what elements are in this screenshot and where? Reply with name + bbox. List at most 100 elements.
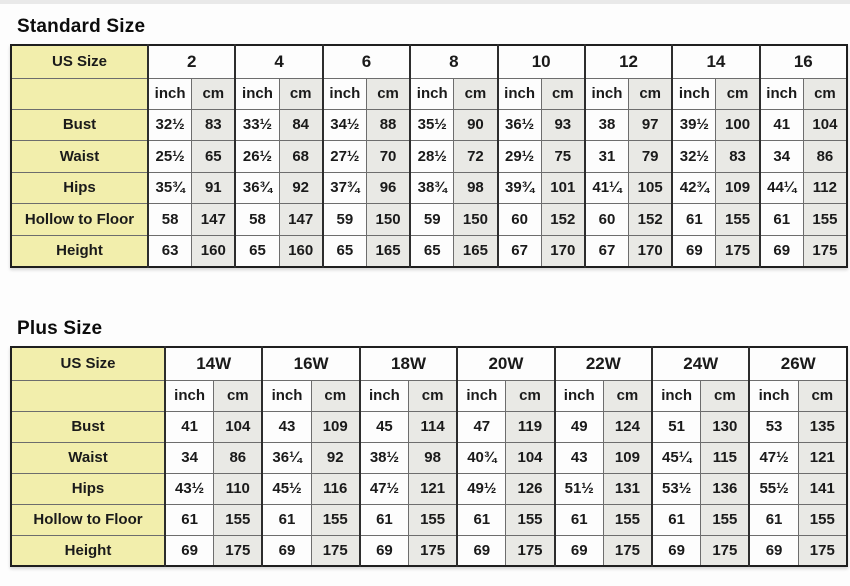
measurement-cell-inch: 37¾ bbox=[321, 171, 367, 205]
measurement-cell-inch: 33½ bbox=[234, 108, 280, 142]
measurement-cell-cm: 175 bbox=[408, 534, 458, 567]
measurement-cell-cm: 141 bbox=[797, 472, 848, 505]
measurement-cell-cm: 97 bbox=[628, 108, 673, 142]
unit-header-cm: cm bbox=[408, 379, 458, 412]
measurement-cell-inch: 65 bbox=[321, 234, 367, 268]
measurement-cell-inch: 41¼ bbox=[583, 171, 630, 205]
measurement-cell-inch: 40¾ bbox=[456, 441, 507, 474]
measurement-cell-cm: 135 bbox=[797, 410, 848, 443]
plus-size-title: Plus Size bbox=[17, 318, 103, 339]
size-column-header: 16 bbox=[758, 44, 848, 79]
measurement-cell-inch: 69 bbox=[261, 534, 312, 567]
measurement-cell-cm: 170 bbox=[628, 234, 673, 268]
measurement-cell-inch: 49½ bbox=[456, 472, 507, 505]
unit-header-cm: cm bbox=[453, 77, 498, 110]
measurement-cell-inch: 45½ bbox=[261, 472, 312, 505]
measurement-cell-cm: 170 bbox=[540, 234, 586, 268]
unit-header-inch: inch bbox=[553, 379, 604, 412]
measurement-cell-inch: 61 bbox=[651, 503, 702, 536]
size-column-header: 26W bbox=[748, 346, 848, 381]
measurement-cell-cm: 160 bbox=[191, 234, 236, 268]
measurement-cell-inch: 47 bbox=[456, 410, 507, 443]
unit-header-inch: inch bbox=[496, 77, 542, 110]
measurement-cell-inch: 61 bbox=[758, 203, 804, 236]
size-column-header: 22W bbox=[553, 346, 653, 381]
measurement-cell-cm: 150 bbox=[365, 203, 411, 236]
unit-header-inch: inch bbox=[261, 379, 312, 412]
corner-empty-cell bbox=[10, 379, 166, 412]
measurement-cell-cm: 155 bbox=[802, 203, 848, 236]
measurement-cell-cm: 83 bbox=[715, 140, 761, 173]
measurement-cell-cm: 147 bbox=[278, 203, 324, 236]
measurement-cell-inch: 69 bbox=[651, 534, 702, 567]
measurement-cell-inch: 36¼ bbox=[261, 441, 312, 474]
unit-header-inch: inch bbox=[671, 77, 717, 110]
table-row: Waist 34 86 36¼ 92 38½ 98 40¾ 104 43 109 45¼ 115 47½ 1… bbox=[10, 441, 848, 474]
measurement-cell-cm: 114 bbox=[408, 410, 458, 443]
measurement-cell-cm: 105 bbox=[628, 171, 673, 205]
size-column-header: 18W bbox=[358, 346, 458, 381]
measurement-cell-cm: 155 bbox=[505, 503, 556, 536]
measurement-cell-inch: 53½ bbox=[651, 472, 702, 505]
measurement-cell-inch: 58 bbox=[234, 203, 280, 236]
measurement-cell-cm: 104 bbox=[213, 410, 263, 443]
table-row: Hips 35¾ 91 36¾ 92 37¾ 96 38¾ 98 39¾ 101 41¼ 105 42¾ 1… bbox=[10, 171, 848, 205]
us-size-header: US Size bbox=[10, 346, 166, 381]
measurement-cell-inch: 38 bbox=[583, 108, 630, 142]
measurement-cell-cm: 100 bbox=[715, 108, 761, 142]
row-label: Hips bbox=[10, 472, 166, 505]
measurement-cell-inch: 39½ bbox=[671, 108, 717, 142]
measurement-cell-inch: 38½ bbox=[358, 441, 410, 474]
measurement-cell-inch: 63 bbox=[147, 234, 193, 268]
measurement-cell-cm: 155 bbox=[700, 503, 750, 536]
unit-header-cm: cm bbox=[310, 379, 361, 412]
measurement-cell-inch: 26½ bbox=[234, 140, 280, 173]
measurement-cell-cm: 92 bbox=[310, 441, 361, 474]
unit-header-cm: cm bbox=[540, 77, 586, 110]
measurement-cell-inch: 53 bbox=[748, 410, 799, 443]
measurement-cell-cm: 136 bbox=[700, 472, 750, 505]
unit-header-inch: inch bbox=[147, 77, 193, 110]
measurement-cell-inch: 34 bbox=[758, 140, 804, 173]
measurement-cell-inch: 69 bbox=[358, 534, 410, 567]
measurement-cell-cm: 175 bbox=[715, 234, 761, 268]
size-column-header: 14W bbox=[163, 346, 263, 381]
measurement-cell-cm: 83 bbox=[191, 108, 236, 142]
measurement-cell-inch: 69 bbox=[456, 534, 507, 567]
measurement-cell-inch: 61 bbox=[748, 503, 799, 536]
row-label: Waist bbox=[10, 140, 149, 173]
measurement-cell-cm: 109 bbox=[602, 441, 653, 474]
measurement-cell-cm: 155 bbox=[213, 503, 263, 536]
size-header-row: US Size 2 4 6 8 10 12 14 16 bbox=[10, 44, 848, 79]
measurement-cell-inch: 61 bbox=[671, 203, 717, 236]
measurement-cell-cm: 150 bbox=[453, 203, 498, 236]
measurement-cell-cm: 130 bbox=[700, 410, 750, 443]
row-label: Height bbox=[10, 234, 149, 268]
measurement-cell-inch: 49 bbox=[553, 410, 604, 443]
standard-size-title: Standard Size bbox=[17, 16, 146, 37]
measurement-cell-cm: 155 bbox=[408, 503, 458, 536]
unit-header-inch: inch bbox=[583, 77, 630, 110]
measurement-cell-cm: 175 bbox=[310, 534, 361, 567]
measurement-cell-cm: 91 bbox=[191, 171, 236, 205]
size-header-row: US Size 14W 16W 18W 20W 22W 24W 26W bbox=[10, 346, 848, 381]
measurement-cell-cm: 126 bbox=[505, 472, 556, 505]
measurement-cell-inch: 45¼ bbox=[651, 441, 702, 474]
measurement-cell-cm: 96 bbox=[365, 171, 411, 205]
unit-header-cm: cm bbox=[365, 77, 411, 110]
measurement-cell-cm: 68 bbox=[278, 140, 324, 173]
row-label: Height bbox=[10, 534, 166, 567]
measurement-cell-inch: 44¼ bbox=[758, 171, 804, 205]
measurement-cell-cm: 92 bbox=[278, 171, 324, 205]
measurement-cell-inch: 38¾ bbox=[409, 171, 455, 205]
measurement-cell-cm: 152 bbox=[540, 203, 586, 236]
measurement-cell-cm: 72 bbox=[453, 140, 498, 173]
measurement-cell-inch: 51 bbox=[651, 410, 702, 443]
unit-header-cm: cm bbox=[191, 77, 236, 110]
measurement-cell-inch: 61 bbox=[358, 503, 410, 536]
measurement-cell-inch: 34½ bbox=[321, 108, 367, 142]
measurement-cell-inch: 25½ bbox=[147, 140, 193, 173]
corner-empty-cell bbox=[10, 77, 149, 110]
measurement-cell-cm: 116 bbox=[310, 472, 361, 505]
measurement-cell-inch: 60 bbox=[496, 203, 542, 236]
